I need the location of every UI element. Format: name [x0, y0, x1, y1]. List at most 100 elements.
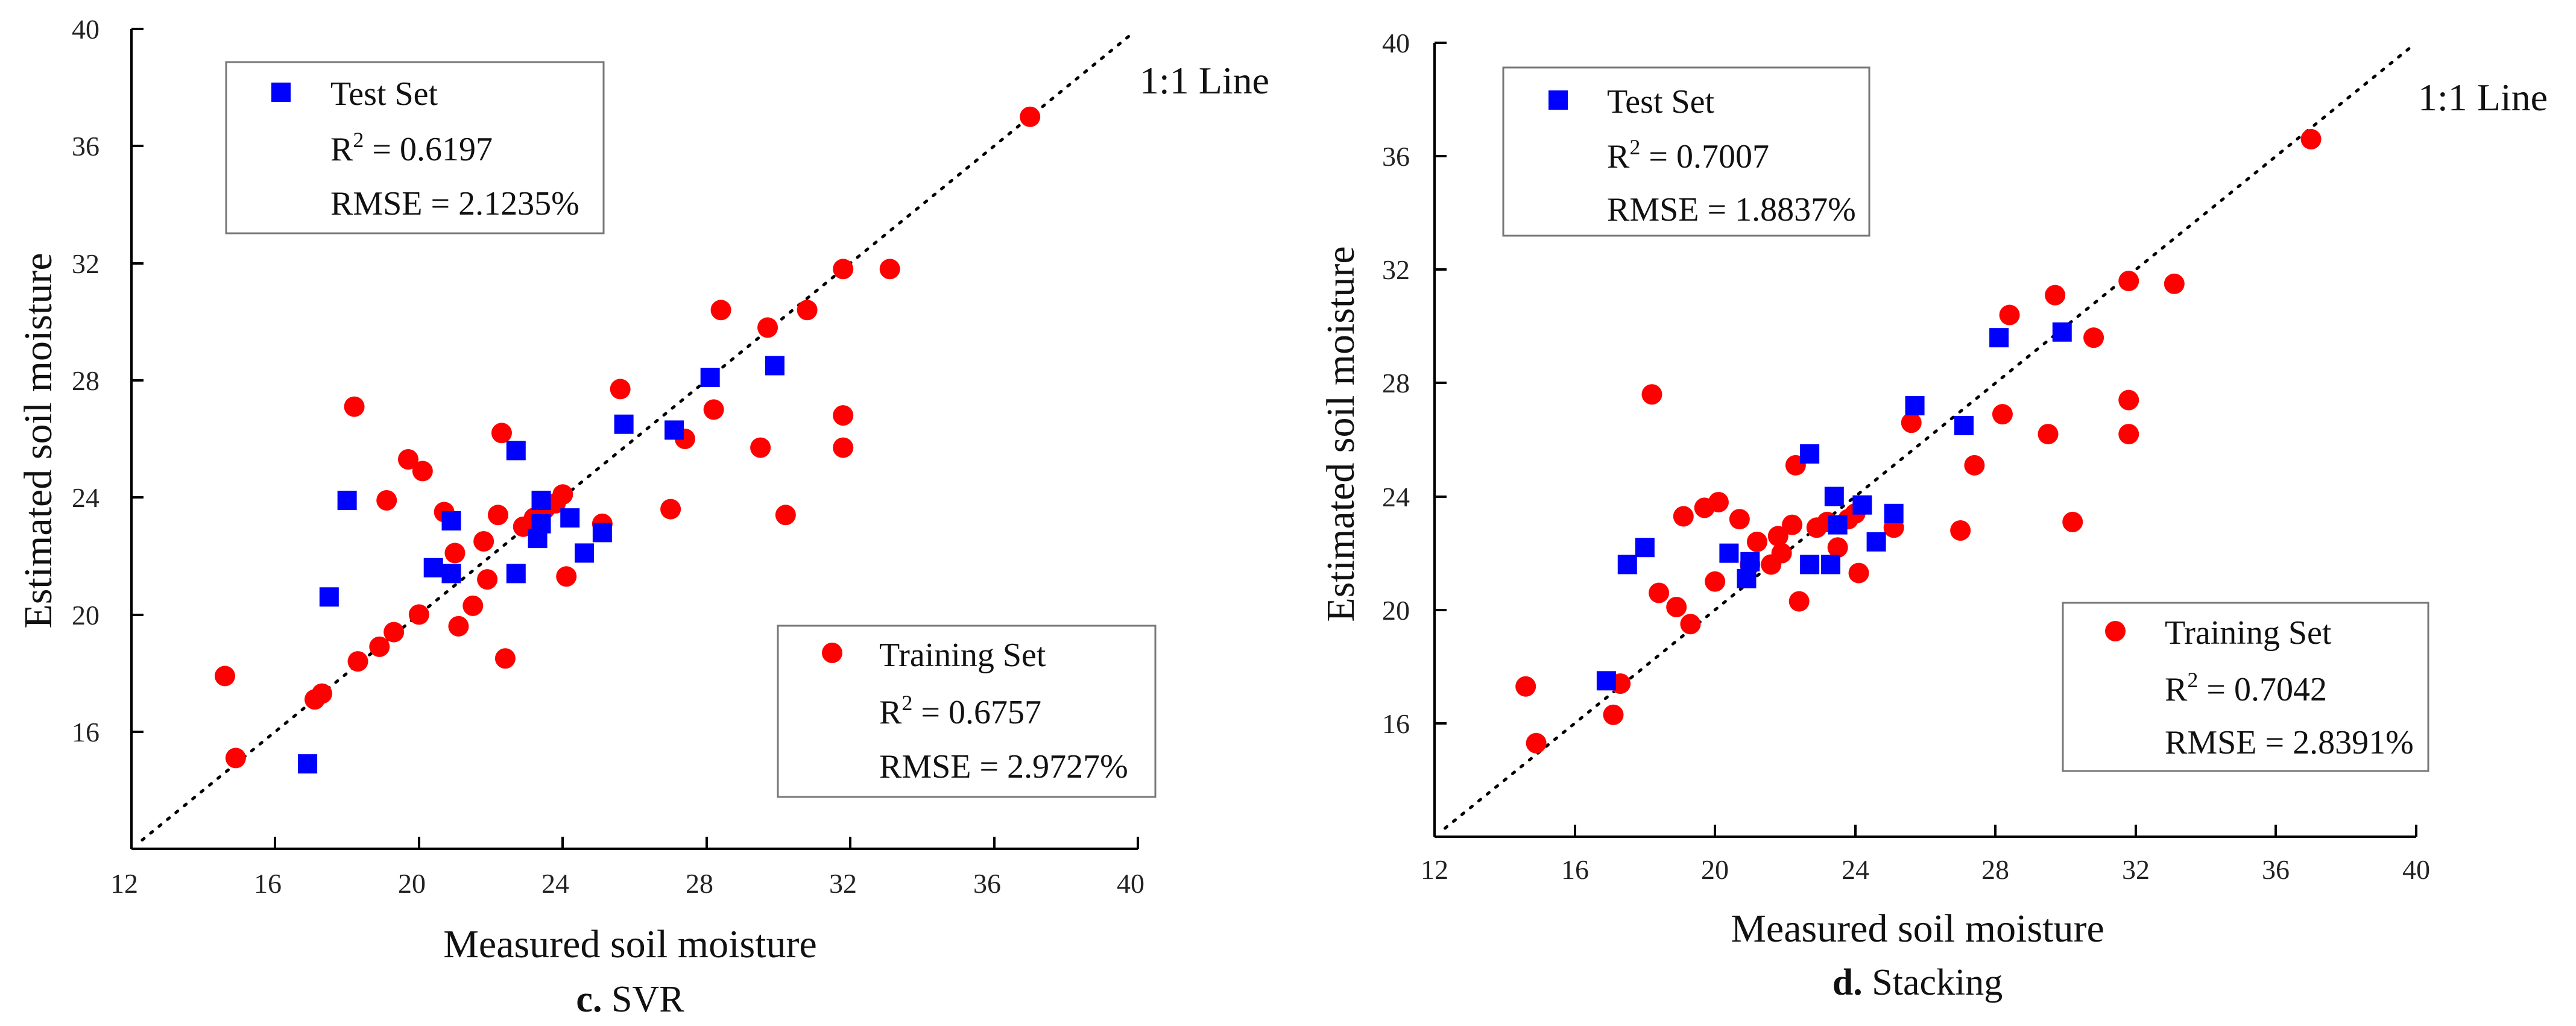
y-tick-label: 16 [72, 717, 99, 747]
training-point [833, 259, 854, 280]
training-point [703, 399, 724, 420]
training-point [344, 396, 365, 417]
y-tick-label: 20 [1382, 595, 1410, 626]
training-point [1673, 506, 1694, 527]
training-point [879, 259, 900, 280]
training-point [376, 490, 397, 511]
x-tick-label: 16 [254, 868, 282, 899]
test-point [441, 511, 461, 530]
test-point [1852, 495, 1872, 515]
panel-stacking: Estimated soil moisture 12 16 20 24 28 3… [1319, 28, 2548, 1003]
test-point [1800, 444, 1820, 464]
legend-test-rmse: RMSE = 1.8837% [1607, 191, 1856, 228]
training-point [473, 531, 494, 552]
training-point [833, 405, 854, 426]
legend-train: Training Set R2 = 0.7042 RMSE = 2.8391% [2062, 602, 2429, 772]
y-tick-label: 40 [72, 14, 99, 45]
x-tick-label: 40 [2402, 854, 2430, 885]
legend-test: Test Set R2 = 0.6197 RMSE = 2.1235% [225, 61, 605, 234]
legend-test-r2: R2 = 0.7007 [1607, 135, 1769, 175]
test-point [665, 420, 684, 440]
y-axis-title: Estimated soil moisture [1319, 246, 1363, 622]
legend-test: Test Set R2 = 0.7007 RMSE = 1.8837% [1502, 66, 1870, 237]
test-point [1737, 568, 1757, 588]
y-tick-label: 28 [72, 365, 99, 396]
test-point [298, 754, 318, 774]
training-point [491, 423, 512, 444]
training-point [1641, 384, 1662, 405]
training-point [710, 300, 731, 321]
x-tick-label: 32 [829, 868, 857, 899]
x-axis-title: Measured soil moisture [1731, 907, 2104, 951]
x-tick-label: 12 [1421, 854, 1448, 885]
test-point [1989, 328, 2009, 348]
training-point [462, 595, 484, 616]
training-point [412, 461, 433, 482]
y-ticks [1435, 42, 1447, 725]
y-tick-labels: 16 20 24 28 32 36 40 [72, 14, 99, 747]
test-point [531, 491, 551, 510]
x-tick-labels: 12 16 20 24 28 32 36 40 [1421, 854, 2430, 885]
panel-caption: d. Stacking [1833, 962, 2003, 1003]
test-point [2052, 322, 2072, 342]
training-point [477, 569, 498, 590]
training-point [1708, 491, 1729, 512]
legend-test-marker [1548, 90, 1568, 110]
training-point [1901, 412, 1922, 433]
training-point [757, 317, 778, 338]
training-point [448, 615, 469, 637]
training-point [1603, 704, 1624, 725]
training-point [2045, 285, 2066, 306]
test-point [506, 564, 526, 584]
test-point [592, 523, 612, 543]
training-point [225, 747, 246, 769]
legend-train-r2: R2 = 0.7042 [2165, 668, 2327, 708]
r2-superscript: 2 [2187, 668, 2198, 692]
y-tick-label: 24 [72, 482, 99, 513]
x-tick-label: 36 [973, 868, 1001, 899]
test-point [765, 356, 784, 376]
legend-test-marker [271, 83, 291, 102]
panel-svr: Estimated soil moisture 12 16 20 24 28 3… [16, 14, 1269, 1020]
test-point [1635, 538, 1655, 558]
one-to-one-label: 1:1 Line [1140, 59, 1269, 102]
y-tick-label: 16 [1382, 708, 1410, 739]
training-point [1746, 531, 1767, 552]
test-point [1905, 396, 1925, 416]
caption-letter: d. [1833, 962, 1863, 1003]
training-point [1020, 106, 1041, 127]
training-point [2038, 424, 2059, 445]
training-point [1526, 732, 1547, 754]
test-point [700, 368, 720, 387]
training-point [1771, 543, 1792, 564]
test-point [1800, 555, 1820, 574]
y-ticks [131, 28, 144, 733]
x-ticks [130, 837, 1139, 849]
training-point [311, 683, 332, 704]
r2-symbol: R [879, 694, 902, 731]
legend-train-marker [822, 643, 842, 663]
test-point [423, 558, 443, 578]
training-point [833, 437, 854, 458]
training-point [487, 505, 508, 526]
r2-superscript: 2 [901, 691, 912, 715]
legend-train-rmse: RMSE = 2.8391% [2165, 724, 2414, 761]
x-tick-label: 20 [398, 868, 426, 899]
x-tick-label: 36 [2262, 854, 2290, 885]
training-point [1964, 455, 1985, 476]
r2-symbol: R [330, 131, 353, 168]
training-point [444, 543, 466, 564]
training-point [1515, 676, 1536, 697]
training-point [610, 379, 631, 400]
test-point [614, 414, 634, 434]
training-point [1848, 562, 1869, 584]
test-points [1596, 322, 2072, 691]
test-point [560, 508, 580, 528]
caption-text: SVR [611, 979, 684, 1020]
test-point [1740, 552, 1760, 571]
x-tick-label: 28 [1981, 854, 2009, 885]
test-point [441, 564, 461, 584]
training-point [397, 449, 418, 470]
x-tick-label: 24 [1842, 854, 1869, 885]
